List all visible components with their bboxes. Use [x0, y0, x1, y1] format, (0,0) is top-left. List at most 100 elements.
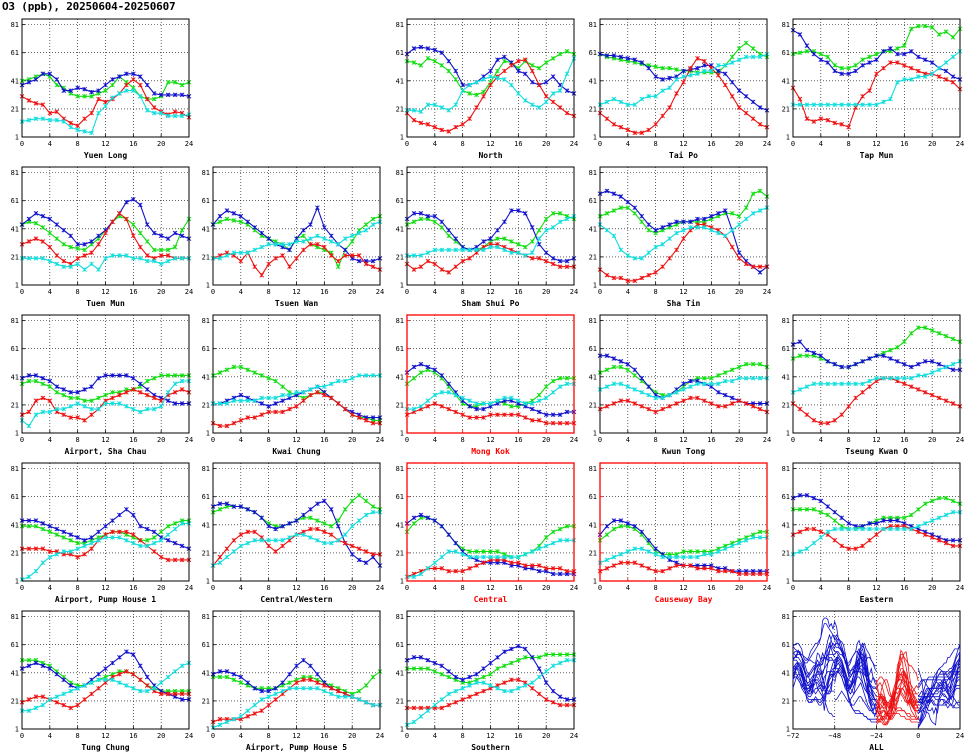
all-series-line [918, 662, 961, 712]
data-point [224, 401, 230, 406]
data-point [667, 105, 672, 110]
data-point [715, 63, 721, 68]
data-point [252, 370, 258, 375]
data-point [411, 267, 417, 272]
data-point [266, 395, 271, 401]
data-point [308, 392, 313, 398]
data-point [179, 691, 185, 697]
all-series-line [917, 687, 960, 728]
data-point [418, 361, 424, 367]
data-point [625, 560, 631, 566]
data-point [536, 563, 542, 568]
x-tick-label: 20 [542, 436, 550, 444]
data-point [238, 250, 244, 256]
data-point [736, 57, 742, 63]
data-point [467, 403, 472, 409]
data-point [217, 219, 223, 225]
data-point [103, 373, 108, 378]
data-point [179, 557, 185, 563]
data-point [936, 495, 942, 501]
data-point [804, 507, 810, 512]
all-series-line [792, 633, 836, 665]
data-point [266, 537, 271, 543]
y-tick-label: 81 [589, 317, 597, 325]
data-point [632, 57, 638, 63]
data-point [915, 529, 921, 535]
data-point [342, 236, 348, 241]
x-tick-label: 20 [157, 288, 165, 296]
x-tick-label: 0 [211, 436, 215, 444]
data-point [550, 261, 556, 267]
data-point [89, 384, 94, 389]
data-point [804, 347, 810, 353]
data-point [936, 32, 942, 37]
y-tick-label: 21 [396, 697, 404, 705]
data-point [564, 375, 570, 381]
data-point [653, 227, 658, 233]
data-point [238, 674, 244, 680]
data-point [158, 247, 164, 253]
data-point [280, 537, 285, 543]
data-point [625, 56, 631, 61]
data-point [646, 227, 652, 233]
data-point [217, 370, 223, 375]
data-point [294, 239, 299, 244]
data-point [124, 82, 129, 88]
data-point [54, 117, 60, 123]
data-point [117, 392, 122, 398]
data-point [446, 532, 452, 537]
data-point [618, 523, 624, 529]
data-point [231, 420, 237, 426]
data-point [509, 560, 514, 566]
data-point [26, 523, 32, 529]
data-point [495, 236, 500, 241]
data-point [151, 395, 157, 401]
data-point [96, 685, 101, 691]
x-tick-label: 0 [20, 288, 24, 296]
data-point [550, 56, 556, 61]
data-point [110, 219, 115, 225]
y-tick-label: 1 [400, 282, 404, 290]
data-point [867, 102, 872, 108]
data-point [322, 688, 327, 694]
x-tick-label: 0 [916, 732, 920, 740]
data-point [543, 543, 549, 549]
data-point [818, 509, 824, 515]
data-point [75, 540, 80, 546]
x-tick-label: 20 [157, 584, 165, 592]
data-point [516, 208, 521, 213]
data-point [308, 387, 313, 392]
data-point [26, 373, 32, 378]
data-point [96, 406, 101, 412]
data-point [446, 669, 452, 674]
data-point [460, 247, 465, 253]
data-point [131, 375, 136, 381]
data-point [481, 93, 486, 99]
data-point [646, 384, 652, 389]
data-point [439, 566, 445, 571]
data-point [294, 255, 299, 261]
data-point [639, 255, 645, 261]
data-point [825, 381, 831, 387]
data-point [287, 247, 292, 253]
all-series-line [793, 659, 835, 692]
data-point [950, 34, 956, 40]
x-tick-label: 8 [76, 436, 80, 444]
data-point [245, 367, 251, 373]
data-point [224, 554, 230, 560]
data-point [124, 71, 129, 77]
data-point [47, 110, 53, 116]
all-series-line [792, 662, 835, 717]
data-point [488, 68, 493, 74]
data-point [179, 373, 185, 378]
data-point [446, 549, 452, 554]
data-point [895, 60, 900, 65]
data-point [881, 375, 886, 381]
data-point [144, 253, 150, 258]
data-point [811, 350, 817, 356]
data-point [61, 88, 67, 93]
data-point [68, 264, 74, 270]
y-tick-label: 81 [11, 317, 19, 325]
data-point [908, 375, 914, 381]
x-tick-label: 24 [185, 584, 193, 592]
